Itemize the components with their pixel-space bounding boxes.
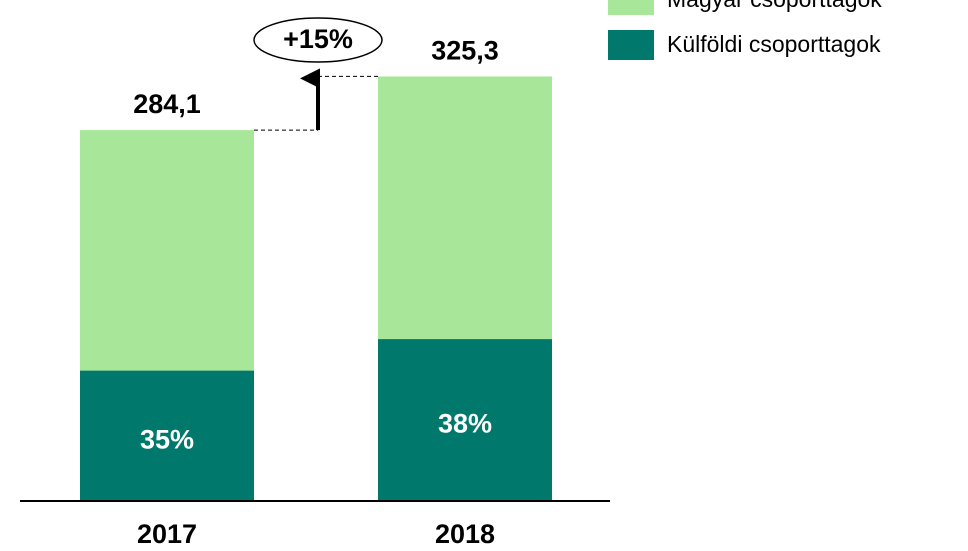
total-label: 325,3 bbox=[431, 36, 499, 66]
legend-label: Külföldi csoporttagok bbox=[667, 31, 881, 57]
share-label: 35% bbox=[140, 424, 194, 454]
legend-label: Magyar csoporttagok bbox=[667, 0, 882, 12]
legend-swatch bbox=[608, 30, 654, 60]
bar-segment bbox=[80, 370, 254, 500]
x-tick-label: 2018 bbox=[435, 519, 495, 549]
annotation-ellipse bbox=[253, 17, 383, 63]
share-label: 38% bbox=[438, 409, 492, 439]
x-tick-label: 2017 bbox=[137, 519, 197, 549]
bar-segment bbox=[80, 130, 254, 371]
bar-segment bbox=[378, 339, 552, 500]
bar-segment bbox=[378, 76, 552, 340]
legend-swatch bbox=[608, 0, 654, 15]
annotation: +15% bbox=[283, 24, 353, 54]
total-label: 284,1 bbox=[133, 89, 201, 119]
